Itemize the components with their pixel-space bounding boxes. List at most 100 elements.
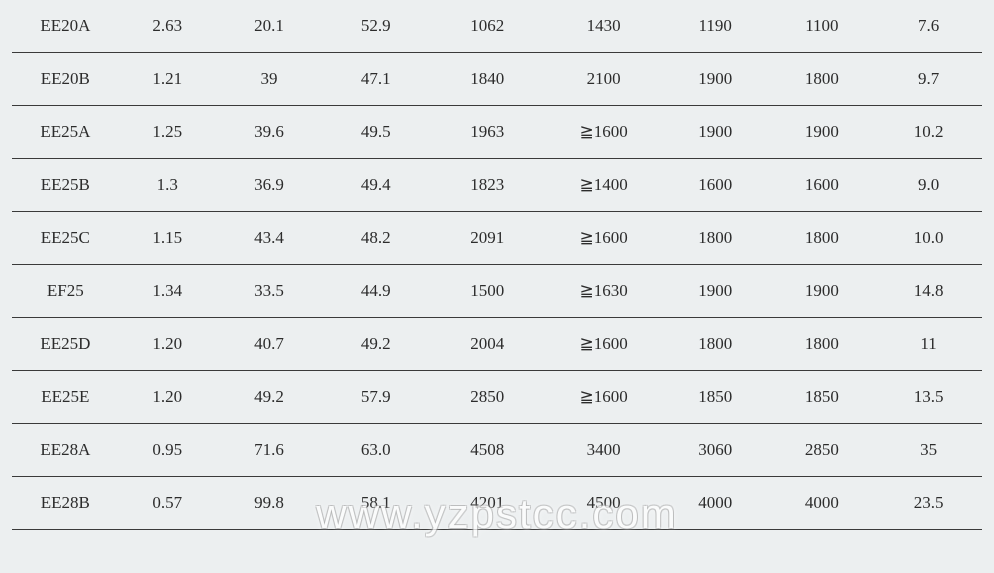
cell: 3400 (545, 424, 661, 477)
cell: EF25 (12, 265, 119, 318)
cell: 14.8 (875, 265, 982, 318)
cell: 49.2 (216, 371, 323, 424)
cell: 13.5 (875, 371, 982, 424)
cell: 1.25 (119, 106, 216, 159)
cell: 9.7 (875, 53, 982, 106)
cell: 1100 (769, 0, 876, 53)
cell: 1800 (662, 212, 769, 265)
cell: 9.0 (875, 159, 982, 212)
cell: 1900 (769, 265, 876, 318)
cell: EE25B (12, 159, 119, 212)
table-row: EE25E 1.20 49.2 57.9 2850 ≧1600 1850 185… (12, 371, 982, 424)
cell: 1.21 (119, 53, 216, 106)
cell: 33.5 (216, 265, 323, 318)
table-row: EE28A 0.95 71.6 63.0 4508 3400 3060 2850… (12, 424, 982, 477)
cell: EE25A (12, 106, 119, 159)
cell: 1800 (769, 53, 876, 106)
cell: 1850 (662, 371, 769, 424)
cell: 1.15 (119, 212, 216, 265)
cell: 44.9 (322, 265, 429, 318)
spec-table-body: EE20A 2.63 20.1 52.9 1062 1430 1190 1100… (12, 0, 982, 530)
cell: EE28A (12, 424, 119, 477)
table-row: EE28B 0.57 99.8 58.1 4201 4500 4000 4000… (12, 477, 982, 530)
cell: EE25C (12, 212, 119, 265)
table-row: EE25D 1.20 40.7 49.2 2004 ≧1600 1800 180… (12, 318, 982, 371)
cell: 49.5 (322, 106, 429, 159)
cell: ≧1600 (545, 318, 661, 371)
spec-table-container: EE20A 2.63 20.1 52.9 1062 1430 1190 1100… (12, 0, 982, 530)
spec-table: EE20A 2.63 20.1 52.9 1062 1430 1190 1100… (12, 0, 982, 530)
cell: ≧1600 (545, 371, 661, 424)
cell: 3060 (662, 424, 769, 477)
cell: 20.1 (216, 0, 323, 53)
cell: 23.5 (875, 477, 982, 530)
cell: 11 (875, 318, 982, 371)
cell: EE20B (12, 53, 119, 106)
cell: 4201 (429, 477, 545, 530)
cell: 40.7 (216, 318, 323, 371)
cell: 2850 (769, 424, 876, 477)
cell: 4000 (662, 477, 769, 530)
cell: ≧1600 (545, 106, 661, 159)
cell: 39.6 (216, 106, 323, 159)
cell: 1062 (429, 0, 545, 53)
cell: 0.95 (119, 424, 216, 477)
cell: 58.1 (322, 477, 429, 530)
cell: 36.9 (216, 159, 323, 212)
cell: 1823 (429, 159, 545, 212)
cell: 1600 (662, 159, 769, 212)
cell: 2.63 (119, 0, 216, 53)
cell: 1.20 (119, 371, 216, 424)
cell: EE28B (12, 477, 119, 530)
cell: 7.6 (875, 0, 982, 53)
cell: 1.34 (119, 265, 216, 318)
cell: 1900 (769, 106, 876, 159)
cell: 1800 (662, 318, 769, 371)
cell: 49.4 (322, 159, 429, 212)
cell: 35 (875, 424, 982, 477)
cell: 52.9 (322, 0, 429, 53)
cell: 0.57 (119, 477, 216, 530)
cell: 48.2 (322, 212, 429, 265)
table-row: EE25A 1.25 39.6 49.5 1963 ≧1600 1900 190… (12, 106, 982, 159)
cell: 1900 (662, 106, 769, 159)
cell: 2100 (545, 53, 661, 106)
cell: EE25D (12, 318, 119, 371)
cell: 39 (216, 53, 323, 106)
table-row: EE25C 1.15 43.4 48.2 2091 ≧1600 1800 180… (12, 212, 982, 265)
table-row: EF25 1.34 33.5 44.9 1500 ≧1630 1900 1900… (12, 265, 982, 318)
cell: 71.6 (216, 424, 323, 477)
cell: 1800 (769, 318, 876, 371)
cell: 47.1 (322, 53, 429, 106)
cell: 2004 (429, 318, 545, 371)
cell: 4508 (429, 424, 545, 477)
cell: ≧1630 (545, 265, 661, 318)
cell: 1190 (662, 0, 769, 53)
cell: ≧1400 (545, 159, 661, 212)
cell: 10.0 (875, 212, 982, 265)
cell: 4000 (769, 477, 876, 530)
cell: 1840 (429, 53, 545, 106)
cell: 2850 (429, 371, 545, 424)
cell: 1500 (429, 265, 545, 318)
table-row: EE20B 1.21 39 47.1 1840 2100 1900 1800 9… (12, 53, 982, 106)
cell: 1600 (769, 159, 876, 212)
cell: 1430 (545, 0, 661, 53)
cell: 57.9 (322, 371, 429, 424)
cell: 4500 (545, 477, 661, 530)
cell: EE20A (12, 0, 119, 53)
cell: ≧1600 (545, 212, 661, 265)
cell: 49.2 (322, 318, 429, 371)
cell: 99.8 (216, 477, 323, 530)
cell: 1963 (429, 106, 545, 159)
cell: 43.4 (216, 212, 323, 265)
cell: 1.20 (119, 318, 216, 371)
cell: 1850 (769, 371, 876, 424)
cell: 2091 (429, 212, 545, 265)
cell: 10.2 (875, 106, 982, 159)
cell: 1900 (662, 265, 769, 318)
table-row: EE20A 2.63 20.1 52.9 1062 1430 1190 1100… (12, 0, 982, 53)
table-row: EE25B 1.3 36.9 49.4 1823 ≧1400 1600 1600… (12, 159, 982, 212)
cell: 1900 (662, 53, 769, 106)
cell: 1800 (769, 212, 876, 265)
